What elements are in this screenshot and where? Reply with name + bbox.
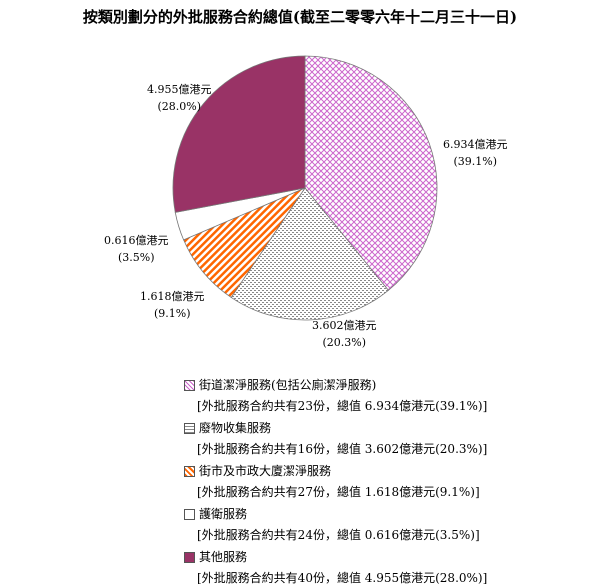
slice-label-3: 0.616億港元 (3.5%) [104, 234, 169, 264]
legend-label: 街市及市政大廈潔淨服務 [199, 464, 332, 478]
legend-label: 護衛服務 [199, 507, 248, 521]
legend-item: 街道潔淨服務(包括公廁潔淨服務) [外批服務合約共有23份，總值 6.934億港元… [184, 376, 487, 419]
legend-detail: [外批服務合約共有16份，總值 3.602億港元(20.3%)] [197, 442, 488, 456]
legend-detail: [外批服務合約共有23份，總值 6.934億港元(39.1%)] [197, 399, 488, 413]
legend-item: 街市及市政大廈潔淨服務 [外批服務合約共有27份，總值 1.618億港元(9.1%… [184, 462, 487, 505]
slice-label-2: 1.618億港元 (9.1%) [140, 290, 205, 320]
legend-label: 街道潔淨服務(包括公廁潔淨服務) [199, 378, 377, 392]
pie-slice-1 [230, 187, 389, 321]
legend-item: 護衛服務 [外批服務合約共有24份，總值 0.616億港元(3.5%)] [184, 505, 487, 548]
legend-label: 廢物收集服務 [199, 421, 272, 435]
pie-slice-4 [172, 55, 306, 213]
legend-swatch [184, 380, 195, 391]
pie-slice-0 [304, 55, 438, 291]
slice-label-0: 6.934億港元 (39.1%) [443, 138, 508, 168]
legend-item: 廢物收集服務 [外批服務合約共有16份，總值 3.602億港元(20.3%)] [184, 419, 487, 462]
legend-item: 其他服務 [外批服務合約共有40份，總值 4.955億港元(28.0%)] [184, 548, 487, 584]
slice-label-4: 4.955億港元 (28.0%) [147, 83, 212, 113]
legend-swatch [184, 509, 195, 520]
legend: 街道潔淨服務(包括公廁潔淨服務) [外批服務合約共有23份，總值 6.934億港元… [184, 376, 487, 584]
legend-swatch [184, 552, 195, 563]
chart-title: 按類別劃分的外批服務合約總值(截至二零零六年十二月三十一日) [82, 8, 518, 26]
legend-swatch [184, 423, 195, 434]
legend-detail: [外批服務合約共有24份，總值 0.616億港元(3.5%)] [197, 528, 480, 542]
legend-detail: [外批服務合約共有27份，總值 1.618億港元(9.1%)] [197, 485, 480, 499]
legend-swatch [184, 466, 195, 477]
legend-label: 其他服務 [199, 550, 248, 564]
legend-detail: [外批服務合約共有40份，總值 4.955億港元(28.0%)] [197, 571, 488, 584]
slice-label-1: 3.602億港元 (20.3%) [312, 319, 377, 349]
